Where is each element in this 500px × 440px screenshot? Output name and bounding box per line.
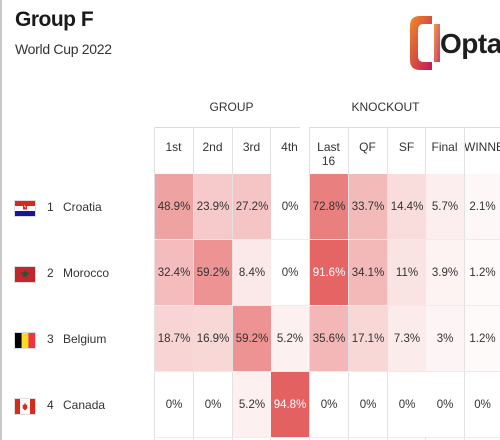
column-header-4: Last 16	[317, 140, 340, 168]
knockout-header-rule	[310, 127, 500, 128]
team-name: Canada	[63, 398, 106, 412]
column-header-8: WINNER	[464, 140, 500, 154]
probability-cell: 0%	[349, 372, 387, 438]
team-name: Croatia	[63, 200, 102, 214]
probability-cell: 59.2%	[194, 240, 232, 306]
column-divider	[464, 127, 465, 440]
team-name: Belgium	[63, 332, 107, 346]
probability-cell: 8.4%	[233, 240, 271, 306]
team-rank: 3	[47, 332, 54, 346]
column-header-6: SF	[398, 140, 415, 154]
probability-cell: 35.6%	[310, 306, 348, 372]
column-header-1: 2nd	[202, 140, 223, 154]
team-rank: 2	[47, 266, 54, 280]
probability-cell: 34.1%	[349, 240, 387, 306]
belgium-flag-icon	[14, 332, 36, 349]
probability-cell: 91.6%	[310, 240, 348, 306]
row-divider	[154, 437, 500, 438]
croatia-flag-icon	[14, 200, 36, 217]
column-divider	[154, 127, 155, 440]
probability-cell: 11%	[388, 240, 426, 306]
probability-cell: 5.7%	[426, 174, 464, 240]
row-divider	[154, 305, 500, 306]
group-section-header: GROUP	[209, 100, 254, 114]
column-header-2: 3rd	[242, 140, 261, 154]
probability-cell: 0%	[271, 174, 309, 240]
probability-cell: 32.4%	[155, 240, 193, 306]
probability-cell: 59.2%	[233, 306, 271, 372]
probability-cell: 18.7%	[155, 306, 193, 372]
probability-cell: 0%	[465, 372, 500, 438]
probability-cell: 0%	[310, 372, 348, 438]
column-divider	[193, 127, 194, 440]
knockout-section-header: KNOCKOUT	[351, 100, 420, 114]
probability-cell: 5.2%	[233, 372, 271, 438]
team-row: 3 Belgium 18.7% 16.9% 59.2% 5.2% 35.6% 17.1% 7.3…	[0, 306, 500, 372]
probability-cell: 3%	[426, 306, 464, 372]
team-name: Morocco	[63, 266, 110, 280]
team-rank: 4	[47, 398, 54, 412]
team-rank: 1	[47, 200, 54, 214]
group-header-rule	[154, 127, 300, 128]
team-row: 2 Morocco 32.4% 59.2% 8.4% 0% 91.6% 34.1% 11% 3.9…	[0, 240, 500, 306]
team-row: 4 Canada 0% 0% 5.2% 94.8% 0% 0% 0% 0% 0%	[0, 372, 500, 438]
probability-cell: 0%	[271, 240, 309, 306]
page-title: Group F	[15, 8, 94, 31]
left-border	[0, 0, 2, 440]
row-divider	[154, 371, 500, 372]
probability-cell: 17.1%	[349, 306, 387, 372]
column-divider	[348, 127, 349, 440]
column-divider	[387, 127, 388, 440]
probability-cell: 1.2%	[465, 306, 500, 372]
opta-logo-text: Opta	[440, 28, 500, 59]
probability-cell: 3.9%	[426, 240, 464, 306]
probability-cell: 0%	[155, 372, 193, 438]
probability-cell: 72.8%	[310, 174, 348, 240]
page-subtitle: World Cup 2022	[15, 41, 112, 57]
probability-cell: 2.1%	[465, 174, 500, 240]
probability-cell: 27.2%	[233, 174, 271, 240]
probability-cell: 23.9%	[194, 174, 232, 240]
column-divider	[309, 127, 310, 440]
probability-cell: 16.9%	[194, 306, 232, 372]
team-row: 1 Croatia 48.9% 23.9% 27.2% 0% 72.8% 33.7% 14.4%…	[0, 174, 500, 240]
opta-logo-icon	[410, 16, 440, 70]
probability-cell: 33.7%	[349, 174, 387, 240]
probability-cell: 48.9%	[155, 174, 193, 240]
column-header-7: Final	[431, 140, 458, 154]
probability-cell: 5.2%	[271, 306, 309, 372]
probability-cell: 0%	[388, 372, 426, 438]
column-divider	[232, 127, 233, 440]
column-header-3: 4th	[281, 140, 298, 154]
probability-cell: 1.2%	[465, 240, 500, 306]
probability-cell: 14.4%	[388, 174, 426, 240]
probability-cell: 0%	[194, 372, 232, 438]
opta-logo: Opta	[410, 12, 500, 74]
morocco-flag-icon	[14, 266, 36, 283]
probability-cell: 0%	[426, 372, 464, 438]
probability-cell: 7.3%	[388, 306, 426, 372]
probability-cell: 94.8%	[271, 372, 309, 438]
column-header-0: 1st	[165, 140, 182, 154]
canada-flag-icon	[14, 398, 36, 415]
row-divider	[154, 239, 500, 240]
column-header-5: QF	[359, 140, 376, 154]
